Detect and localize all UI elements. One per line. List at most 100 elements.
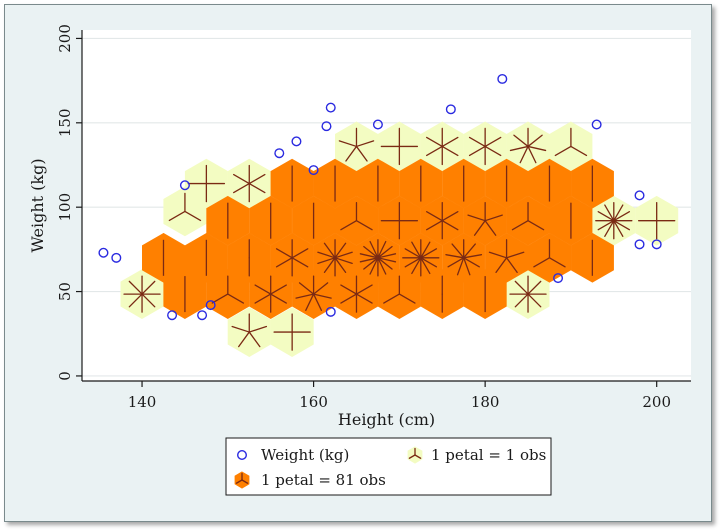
petal	[254, 293, 272, 304]
sunflower-petals	[554, 127, 588, 157]
petal	[275, 248, 293, 259]
petal	[505, 251, 525, 259]
petal	[604, 220, 615, 237]
petal	[312, 282, 329, 295]
petal	[363, 245, 379, 259]
petal	[377, 240, 387, 259]
petal	[340, 284, 358, 295]
petal	[441, 220, 459, 231]
legend: Weight (kg) 1 petal = 1 obs 1 petal = 81…	[225, 437, 552, 496]
petal	[340, 293, 358, 304]
x-tick-label: 160	[299, 393, 328, 411]
sunflower-petals	[488, 239, 525, 274]
petal	[548, 257, 566, 268]
petal	[254, 284, 272, 295]
y-tick-label: 200	[56, 24, 74, 53]
petal	[377, 257, 387, 275]
petal	[369, 257, 379, 275]
petal	[377, 257, 393, 270]
petal	[414, 454, 422, 459]
petal	[404, 257, 422, 268]
petal	[441, 136, 459, 148]
petal	[291, 248, 309, 259]
petal	[473, 220, 486, 236]
data-point	[553, 273, 564, 284]
data-point	[497, 73, 508, 84]
petal	[359, 253, 379, 259]
petal	[426, 136, 443, 148]
petal	[227, 293, 245, 304]
petal	[411, 241, 422, 259]
petal	[420, 257, 438, 268]
petal	[298, 282, 315, 295]
legend-key-light	[407, 446, 423, 464]
data-point	[325, 102, 336, 113]
petal	[141, 280, 156, 295]
petal	[369, 240, 379, 259]
sunflower-petals	[340, 275, 373, 313]
petal	[527, 220, 545, 231]
legend-box	[225, 437, 552, 496]
petal	[509, 145, 529, 152]
petal	[570, 145, 588, 157]
petal	[404, 248, 422, 259]
petal	[613, 211, 631, 222]
petal	[467, 214, 486, 222]
petal	[363, 257, 379, 270]
petal	[377, 257, 397, 263]
petal	[184, 210, 202, 222]
sunflower-petals	[638, 202, 676, 240]
petal	[238, 331, 250, 348]
sunflower-petals	[509, 127, 547, 164]
petal	[463, 257, 480, 268]
petal	[468, 136, 486, 148]
petal	[334, 242, 347, 259]
petal	[334, 257, 353, 265]
petal	[456, 257, 465, 276]
petal	[484, 214, 503, 222]
petal	[340, 220, 358, 231]
data-point	[179, 180, 190, 191]
petal	[527, 293, 542, 308]
sunflower-petals	[468, 127, 502, 166]
data-point	[291, 136, 302, 147]
petal	[355, 220, 373, 231]
petal	[426, 211, 443, 222]
petal	[355, 284, 373, 295]
y-tick-label: 0	[56, 371, 74, 381]
petal	[248, 325, 268, 333]
petal	[128, 293, 143, 308]
petal	[514, 280, 529, 295]
petal	[377, 253, 397, 259]
petal	[527, 145, 537, 164]
petal	[514, 293, 529, 308]
petal	[211, 293, 229, 304]
sunflower-petals	[380, 202, 419, 240]
petal	[463, 257, 471, 276]
sunflower-petals	[402, 239, 440, 277]
data-point	[372, 119, 383, 130]
petal	[597, 211, 615, 222]
y-axis-title: Weight (kg)	[28, 158, 47, 252]
petal	[488, 251, 508, 259]
sunflower-petals	[254, 275, 287, 313]
petal	[141, 293, 156, 308]
petal	[604, 204, 615, 222]
petal	[270, 293, 287, 304]
legend-label-light-petal: 1 petal = 1 obs	[431, 446, 546, 464]
petal	[408, 454, 416, 459]
petal	[233, 173, 250, 185]
data-point	[321, 121, 332, 132]
petal	[235, 479, 243, 484]
petal	[533, 257, 551, 268]
sunflower-petals	[533, 239, 566, 268]
sunflower-petals	[380, 127, 419, 166]
sunflower-petals	[275, 239, 309, 277]
petal	[241, 479, 249, 484]
petal	[495, 257, 508, 274]
x-axis-title: Height (cm)	[338, 410, 435, 429]
data-point	[634, 239, 645, 250]
petal	[355, 293, 373, 304]
petal	[527, 134, 543, 148]
petal	[527, 280, 542, 295]
